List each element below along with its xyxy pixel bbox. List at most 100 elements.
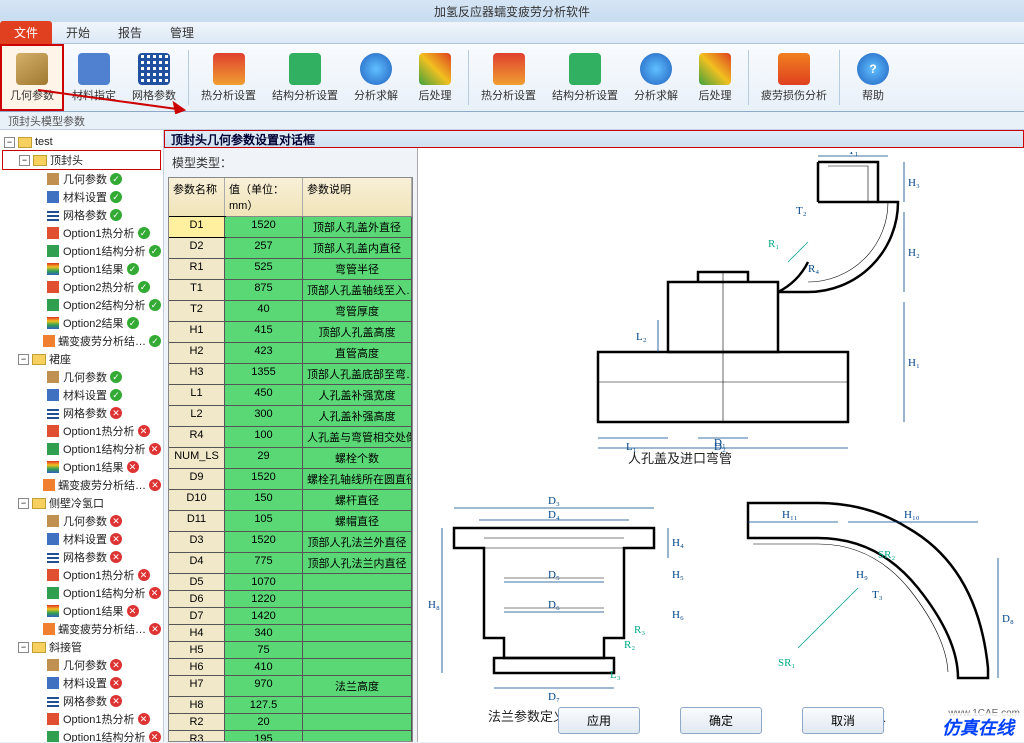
param-row[interactable]: H8127.5 [169,697,412,714]
tree-node[interactable]: Option1结构分析 ✕ [2,728,161,742]
ribbon-post2[interactable]: 后处理 [686,44,744,111]
param-row[interactable]: H4340 [169,625,412,642]
tree-node[interactable]: 网格参数 ✕ [2,548,161,566]
menu-start[interactable]: 开始 [52,21,104,44]
menu-manage[interactable]: 管理 [156,21,208,44]
param-value[interactable]: 423 [225,343,303,363]
param-value[interactable]: 105 [225,511,303,531]
param-row[interactable]: L1450人孔盖补强宽度 [169,385,412,406]
ribbon-post[interactable]: 后处理 [406,44,464,111]
param-value[interactable]: 1355 [225,364,303,384]
param-value[interactable]: 1520 [225,532,303,552]
param-row[interactable]: R3195 [169,731,412,742]
param-value[interactable]: 300 [225,406,303,426]
param-row[interactable]: D11105螺帽直径 [169,511,412,532]
param-value[interactable]: 75 [225,642,303,658]
param-row[interactable]: H575 [169,642,412,659]
param-row[interactable]: R220 [169,714,412,731]
tree-node[interactable]: Option2结果 ✓ [2,314,161,332]
param-value[interactable]: 150 [225,490,303,510]
tree-node[interactable]: Option1结构分析 ✓ [2,242,161,260]
param-value[interactable]: 257 [225,238,303,258]
param-row[interactable]: T1875顶部人孔盖轴线至入… [169,280,412,301]
tree-node[interactable]: Option1结果 ✓ [2,260,161,278]
ribbon-struct[interactable]: 结构分析设置 [264,44,346,111]
param-value[interactable]: 1220 [225,591,303,607]
param-row[interactable]: D71420 [169,608,412,625]
param-row[interactable]: D10150螺杆直径 [169,490,412,511]
tree-node[interactable]: 几何参数 ✕ [2,656,161,674]
param-value[interactable]: 100 [225,427,303,447]
param-value[interactable]: 1520 [225,217,303,237]
param-value[interactable]: 340 [225,625,303,641]
param-row[interactable]: D2257顶部人孔盖内直径 [169,238,412,259]
tree-node[interactable]: − test [2,134,161,150]
param-value[interactable]: 195 [225,731,303,742]
tree-node[interactable]: − 顶封头 [2,150,161,170]
tree-node[interactable]: − 裙座 [2,350,161,368]
param-value[interactable]: 970 [225,676,303,696]
ribbon-help[interactable]: ?帮助 [844,44,902,111]
param-row[interactable]: L2300人孔盖补强高度 [169,406,412,427]
param-row[interactable]: D61220 [169,591,412,608]
param-value[interactable]: 1420 [225,608,303,624]
tree-node[interactable]: 几何参数 ✓ [2,170,161,188]
menu-file[interactable]: 文件 [0,21,52,44]
tree-node[interactable]: − 斜接管 [2,638,161,656]
tree-node[interactable]: 网格参数 ✕ [2,692,161,710]
tree-node[interactable]: 材料设置 ✓ [2,188,161,206]
param-row[interactable]: H7970法兰高度 [169,676,412,697]
tree-node[interactable]: 蠕变疲劳分析结… ✓ [2,332,161,350]
menu-report[interactable]: 报告 [104,21,156,44]
tree-node[interactable]: 网格参数 ✕ [2,404,161,422]
tree-node[interactable]: Option1热分析 ✕ [2,422,161,440]
param-table[interactable]: 参数名称 值（单位：mm） 参数说明 D11520顶部人孔盖外直径D2257顶部… [168,177,413,742]
param-value[interactable]: 20 [225,714,303,730]
param-value[interactable]: 415 [225,322,303,342]
param-value[interactable]: 525 [225,259,303,279]
tree-toggle[interactable]: − [19,155,30,166]
ribbon-fatigue[interactable]: 疲劳损伤分析 [753,44,835,111]
ribbon-thermal[interactable]: 热分析设置 [193,44,264,111]
param-value[interactable]: 40 [225,301,303,321]
param-value[interactable]: 127.5 [225,697,303,713]
ribbon-thermal2[interactable]: 热分析设置 [473,44,544,111]
param-row[interactable]: NUM_LS29螺栓个数 [169,448,412,469]
tree-node[interactable]: Option2结构分析 ✓ [2,296,161,314]
cancel-button[interactable]: 取消 [802,707,884,734]
tree-node[interactable]: Option1热分析 ✕ [2,566,161,584]
param-row[interactable]: H6410 [169,659,412,676]
param-value[interactable]: 450 [225,385,303,405]
param-row[interactable]: H31355顶部人孔盖底部至弯… [169,364,412,385]
param-value[interactable]: 29 [225,448,303,468]
tree-node[interactable]: 蠕变疲劳分析结… ✕ [2,476,161,494]
ribbon-solve[interactable]: 分析求解 [346,44,406,111]
param-row[interactable]: D51070 [169,574,412,591]
ribbon-solve2[interactable]: 分析求解 [626,44,686,111]
tree-node[interactable]: 几何参数 ✕ [2,512,161,530]
tree-panel[interactable]: − test − 顶封头 几何参数 ✓ 材料设置 ✓ 网格参数 ✓ Option… [0,130,164,742]
tree-node[interactable]: Option1结构分析 ✕ [2,440,161,458]
tree-node[interactable]: Option1结果 ✕ [2,458,161,476]
param-row[interactable]: D4775顶部人孔法兰内直径 [169,553,412,574]
tree-node[interactable]: Option1结构分析 ✕ [2,584,161,602]
param-row[interactable]: D31520顶部人孔法兰外直径 [169,532,412,553]
tree-toggle[interactable]: − [18,642,29,653]
param-value[interactable]: 775 [225,553,303,573]
tree-node[interactable]: Option1热分析 ✓ [2,224,161,242]
param-value[interactable]: 1520 [225,469,303,489]
tree-node[interactable]: Option1结果 ✕ [2,602,161,620]
tree-node[interactable]: 材料设置 ✕ [2,674,161,692]
tree-node[interactable]: 蠕变疲劳分析结… ✕ [2,620,161,638]
param-row[interactable]: R1525弯管半径 [169,259,412,280]
param-row[interactable]: H2423直管高度 [169,343,412,364]
tree-node[interactable]: 网格参数 ✓ [2,206,161,224]
tree-node[interactable]: Option1热分析 ✕ [2,710,161,728]
param-value[interactable]: 410 [225,659,303,675]
param-row[interactable]: D91520螺栓孔轴线所在圆直径 [169,469,412,490]
tree-toggle[interactable]: − [18,354,29,365]
apply-button[interactable]: 应用 [558,707,640,734]
tree-node[interactable]: 几何参数 ✓ [2,368,161,386]
tree-node[interactable]: − 侧壁冷氢口 [2,494,161,512]
param-row[interactable]: D11520顶部人孔盖外直径 [169,217,412,238]
